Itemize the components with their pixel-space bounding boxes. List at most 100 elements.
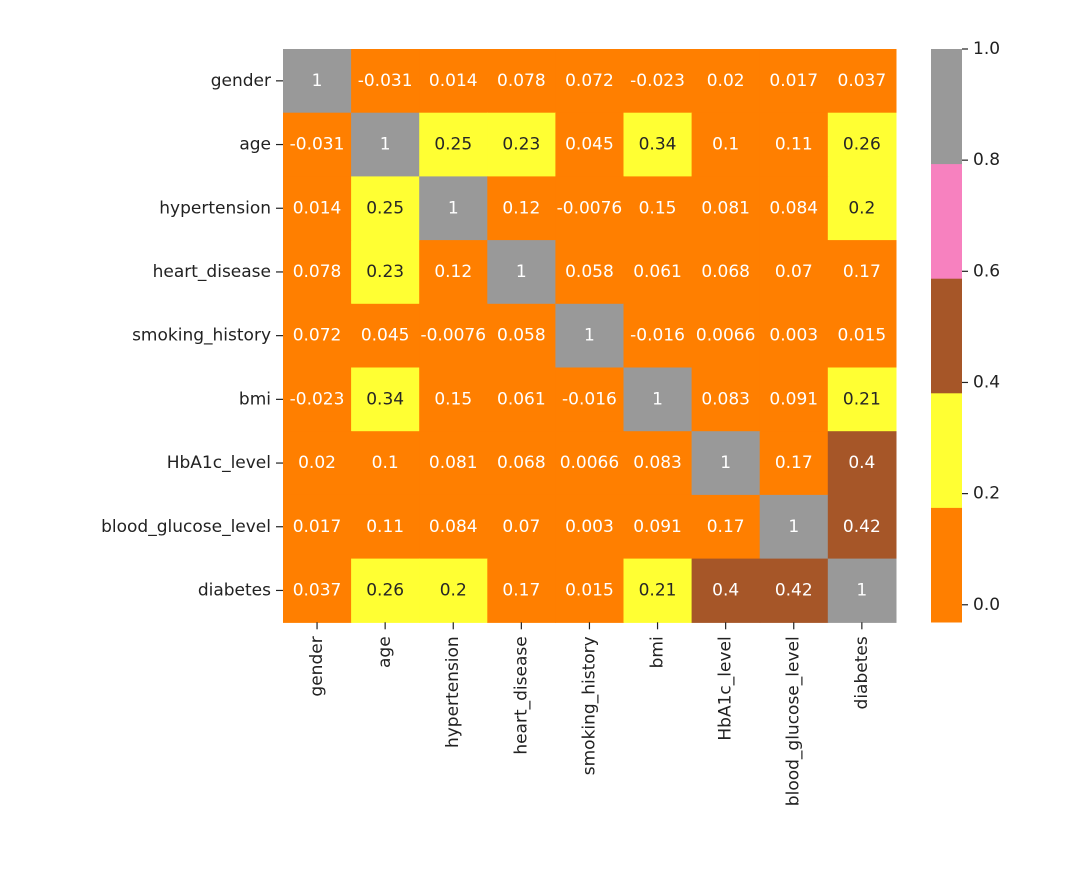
- x-tick-label: blood_glucose_level: [784, 636, 804, 806]
- heatmap-cell: [827, 494, 897, 560]
- cell-annotation: 0.072: [565, 71, 614, 91]
- colorbar-segment: [931, 507, 962, 623]
- heatmap-cell: [419, 431, 488, 496]
- heatmap-cell: [691, 431, 761, 496]
- heatmap-cell: [487, 494, 556, 560]
- heatmap-cell: [827, 112, 897, 177]
- heatmap-cell: [419, 112, 488, 177]
- cell-annotation: 0.17: [502, 580, 540, 600]
- colorbar-segment: [931, 163, 962, 279]
- heatmap-cell: [759, 176, 829, 241]
- cell-annotation: 0.045: [565, 135, 614, 155]
- heatmap-cell: [555, 558, 625, 623]
- heatmap-cell: [827, 176, 897, 241]
- cell-annotation: 0.068: [497, 453, 546, 473]
- heatmap-cell: [691, 49, 761, 114]
- heatmap-cell: [555, 176, 625, 241]
- heatmap-cell: [351, 558, 420, 623]
- y-tick-label: HbA1c_level: [167, 453, 271, 473]
- x-tick-label: bmi: [648, 636, 668, 668]
- heatmap-cell: [419, 558, 488, 623]
- y-tick-label: bmi: [239, 389, 271, 409]
- cell-annotation: 0.061: [497, 389, 546, 409]
- cell-annotation: 0.081: [429, 453, 478, 473]
- cell-annotation: 0.068: [701, 262, 750, 282]
- heatmap-cell: [351, 112, 420, 177]
- heatmap-cell: [691, 176, 761, 241]
- heatmap-cell: [351, 494, 420, 560]
- cell-annotation: -0.031: [290, 135, 345, 155]
- cell-annotation: 0.037: [293, 580, 342, 600]
- x-tick-label: heart_disease: [511, 636, 531, 754]
- heatmap-cell: [827, 303, 897, 369]
- heatmap-cell: [283, 112, 352, 177]
- cell-annotation: 0.23: [366, 262, 404, 282]
- y-tick-label: hypertension: [159, 198, 271, 218]
- cell-annotation: 0.014: [429, 71, 478, 91]
- heatmap-cell: [623, 303, 693, 369]
- heatmap-cell: [283, 240, 352, 305]
- heatmap-cell: [351, 431, 420, 496]
- y-axis-labels: gender age hypertension heart_diseasesmokin…: [101, 71, 283, 600]
- cell-annotation: 0.17: [843, 262, 881, 282]
- heatmap-cell: [691, 558, 761, 623]
- cell-annotation: 1: [856, 580, 867, 600]
- y-tick-label: gender: [211, 71, 271, 91]
- heatmap-cell: [759, 49, 829, 114]
- cell-annotation: 0.003: [769, 326, 818, 346]
- heatmap-cell: [351, 49, 420, 114]
- heatmap-cell: [691, 494, 761, 560]
- cell-annotation: 0.42: [843, 517, 881, 537]
- heatmap-cell: [351, 367, 420, 432]
- cell-annotation: 0.017: [769, 71, 818, 91]
- y-tick-label: diabetes: [198, 580, 271, 600]
- heatmap-cell: [283, 176, 352, 241]
- cell-annotation: -0.023: [290, 389, 345, 409]
- heatmap-cell: [283, 431, 352, 496]
- heatmap-cell: [691, 112, 761, 177]
- cell-annotation: 0.17: [707, 517, 745, 537]
- heatmap-cell: [283, 367, 352, 432]
- cell-annotation: -0.0076: [420, 326, 486, 346]
- cell-annotation: 0.091: [769, 389, 818, 409]
- heatmap-cell: [759, 558, 829, 623]
- cell-annotation: 0.014: [293, 198, 342, 218]
- heatmap-cell: [351, 176, 420, 241]
- heatmap-cell: [283, 494, 352, 560]
- heatmap-cell: [419, 494, 488, 560]
- cell-annotation: -0.0076: [557, 198, 623, 218]
- cell-annotation: 0.15: [639, 198, 677, 218]
- cell-annotation: 0.1: [372, 453, 399, 473]
- cell-annotation: 0.4: [848, 453, 875, 473]
- x-tick-label: HbA1c_level: [716, 636, 736, 740]
- heatmap-cell: [419, 303, 488, 369]
- colorbar-tick-label: 0.2: [973, 484, 1000, 504]
- cell-annotation: -0.023: [630, 71, 685, 91]
- cell-annotation: 0.02: [298, 453, 336, 473]
- heatmap-cell: [691, 240, 761, 305]
- heatmap-cell: [419, 240, 488, 305]
- cell-annotation: 0.081: [701, 198, 750, 218]
- cell-annotation: 0.072: [293, 326, 342, 346]
- heatmap-cell: [555, 49, 625, 114]
- heatmap-cell: [759, 367, 829, 432]
- heatmap-cell: [827, 49, 897, 114]
- heatmap-cell: [487, 367, 556, 432]
- cell-annotation: 0.091: [633, 517, 682, 537]
- cell-annotation: 0.34: [639, 135, 677, 155]
- heatmap-cell: [623, 367, 693, 432]
- cell-annotation: 0.12: [502, 198, 540, 218]
- heatmap-cell: [759, 240, 829, 305]
- heatmap-cell: [487, 303, 556, 369]
- colorbar-tick-label: 0.6: [973, 261, 1000, 281]
- cell-annotation: 1: [788, 517, 799, 537]
- cell-annotation: 0.037: [838, 71, 887, 91]
- cell-annotation: 0.15: [434, 389, 472, 409]
- heatmap-cell: [827, 431, 897, 496]
- heatmap-cell: [555, 494, 625, 560]
- heatmap-cell: [419, 49, 488, 114]
- heatmap-cell: [827, 240, 897, 305]
- colorbar-tick-label: 0.8: [973, 150, 1000, 170]
- heatmap-cell: [623, 494, 693, 560]
- cell-annotation: 0.1: [712, 135, 739, 155]
